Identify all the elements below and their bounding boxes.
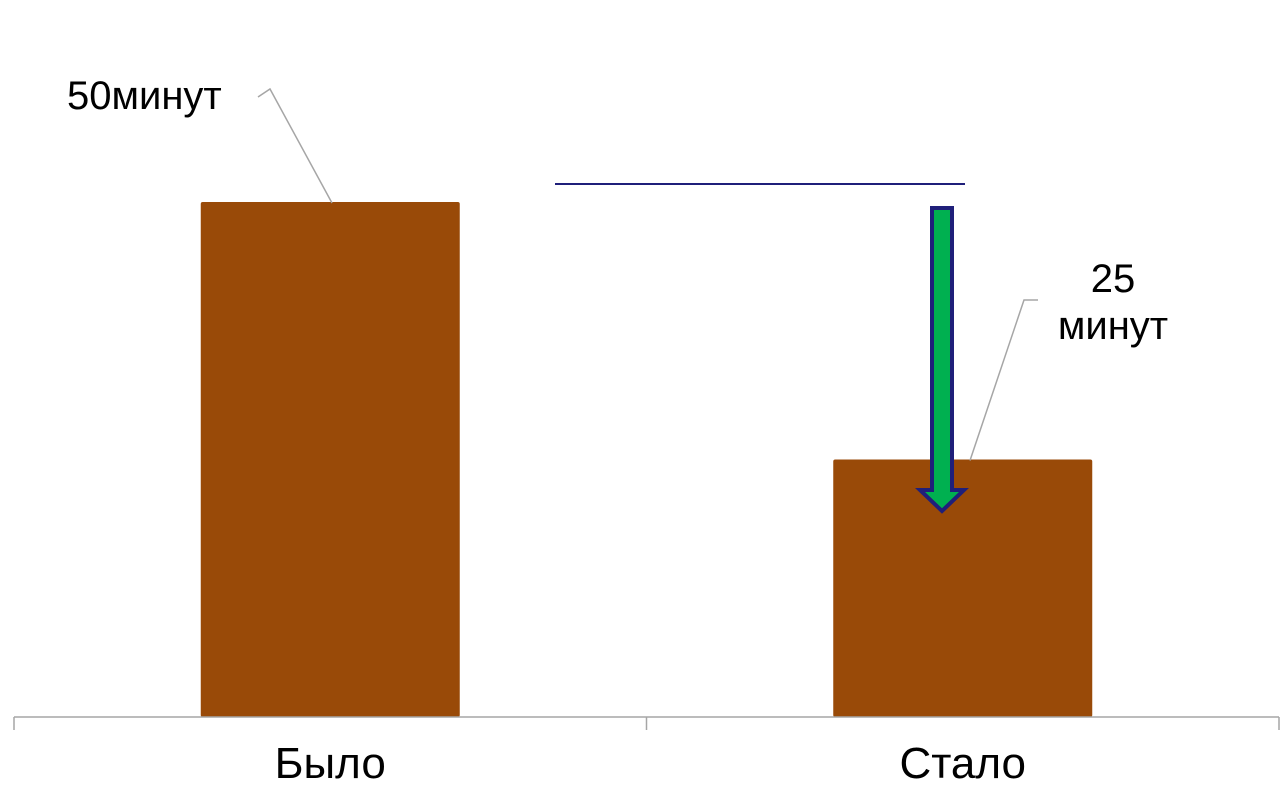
category-label-1: Было (275, 739, 386, 788)
data-label-2-line-1: 25 (1091, 257, 1136, 301)
bar-2 (833, 459, 1093, 717)
leader-line-1 (257, 87, 333, 204)
down-arrow-icon (915, 206, 969, 514)
annotations-group (257, 87, 1038, 514)
data-label-2-line-2: минут (1058, 304, 1168, 348)
x-axis (13, 716, 1280, 730)
bar-1 (200, 202, 460, 717)
bars-group (200, 202, 1093, 717)
category-label-2: Стало (899, 739, 1026, 788)
leader-line-2 (969, 299, 1038, 461)
data-label-1: 50минут (67, 74, 222, 118)
